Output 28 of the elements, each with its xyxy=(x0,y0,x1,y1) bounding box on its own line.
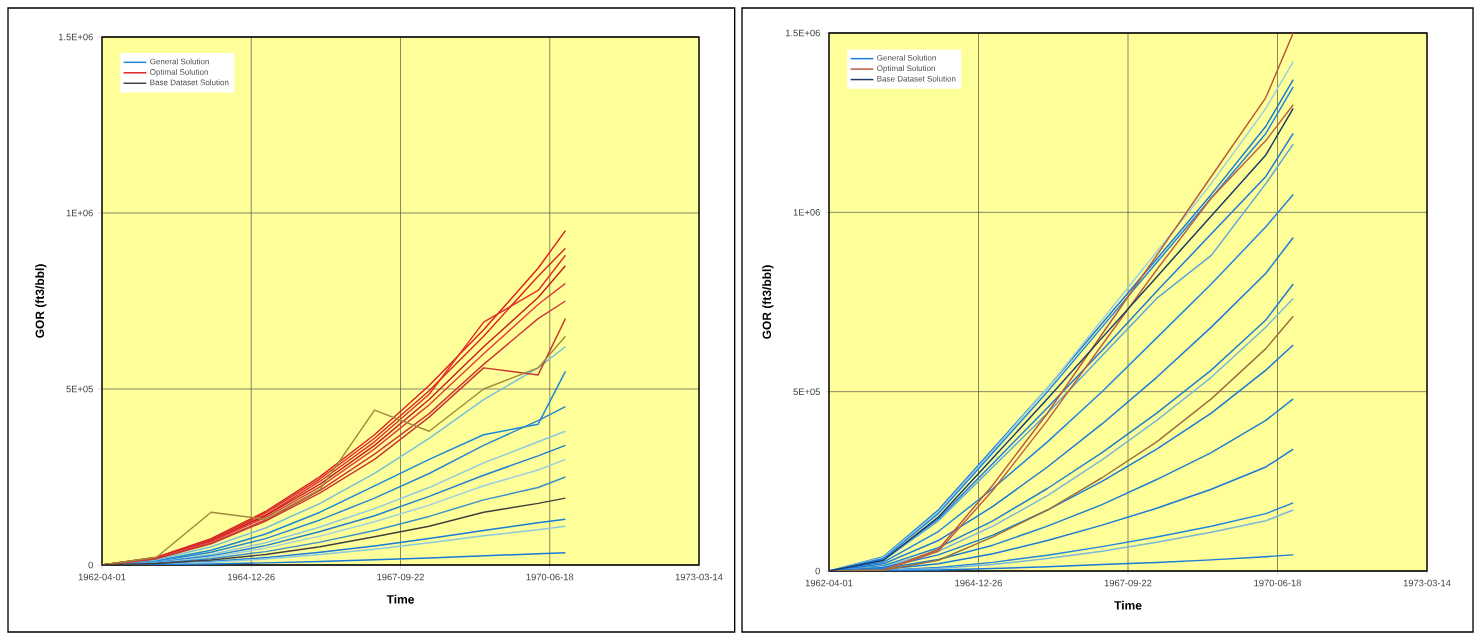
x-tick-label: 1962-04-01 xyxy=(78,573,126,581)
legend-label: General Solution xyxy=(150,58,209,65)
x-tick-label: 1962-04-01 xyxy=(805,579,853,587)
legend-label: Optimal Solution xyxy=(150,68,208,77)
y-tick-label: 5E+05 xyxy=(66,385,93,393)
x-tick-label: 1973-03-14 xyxy=(675,573,723,581)
legend-label: Optimal Solution xyxy=(877,65,935,73)
y-tick-label: 1.5E+06 xyxy=(58,33,93,41)
x-tick-label: 1970-06-18 xyxy=(526,573,574,581)
x-axis-title: Time xyxy=(1114,600,1142,610)
x-tick-label: 1967-09-22 xyxy=(377,573,424,581)
y-axis-title: GOR (ft3/bbl) xyxy=(762,265,774,339)
x-axis-title: Time xyxy=(386,594,414,604)
y-tick-label: 1E+06 xyxy=(66,209,93,217)
y-tick-label: 0 xyxy=(815,567,820,575)
legend-label: Base Dataset Solution xyxy=(877,75,956,82)
x-tick-label: 1967-09-22 xyxy=(1104,579,1152,587)
x-tick-label: 1973-03-14 xyxy=(1403,579,1451,587)
y-tick-label: 1E+06 xyxy=(793,209,820,216)
legend-label: General Solution xyxy=(877,54,936,61)
y-tick-label: 0 xyxy=(88,561,93,569)
x-tick-label: 1964-12-26 xyxy=(955,579,1002,587)
x-tick-label: 1964-12-26 xyxy=(228,573,275,581)
y-tick-label: 1.5E+06 xyxy=(785,29,820,37)
y-axis-title: GOR (ft3/bbl) xyxy=(35,264,47,338)
x-tick-label: 1970-06-18 xyxy=(1254,579,1301,587)
y-tick-label: 5E+05 xyxy=(793,388,820,395)
legend-label: Base Dataset Solution xyxy=(150,79,229,86)
